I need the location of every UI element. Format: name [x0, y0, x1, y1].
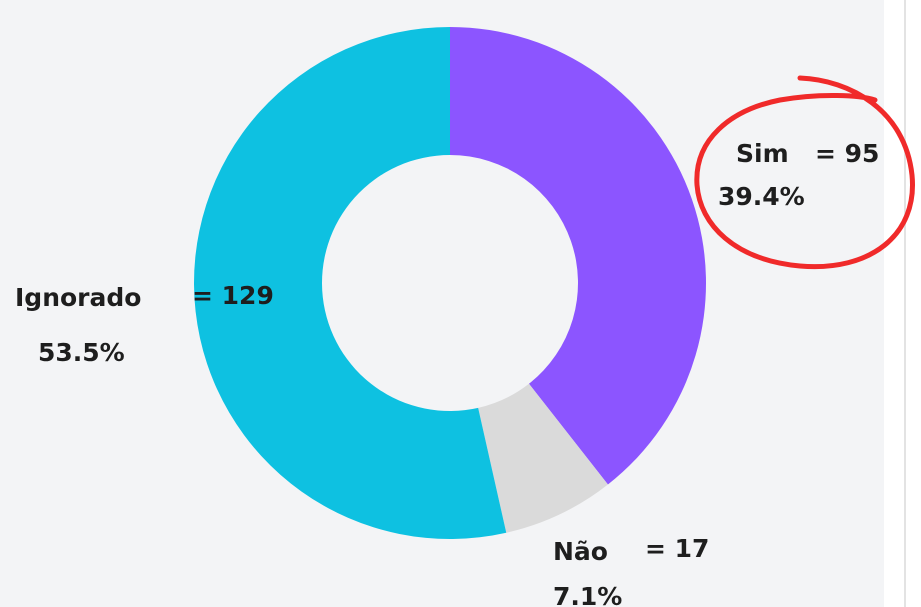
percentage-label: 53.5%: [38, 338, 125, 367]
annotation-circle: [694, 75, 915, 270]
value-label: = 95: [815, 139, 879, 168]
slice-label: Sim: [736, 139, 789, 168]
percentage-label: 39.4%: [718, 182, 805, 211]
donut-slice: [193, 27, 507, 539]
donut-slice: [450, 27, 706, 485]
slice-label: Ignorado: [15, 283, 141, 312]
donut-slice: [478, 383, 608, 533]
donut: [193, 27, 706, 539]
value-label: = 17: [645, 534, 709, 563]
percentage-label: 7.1%: [553, 582, 622, 607]
value-label: = 129: [192, 281, 274, 310]
slice-label: Não: [553, 537, 608, 566]
